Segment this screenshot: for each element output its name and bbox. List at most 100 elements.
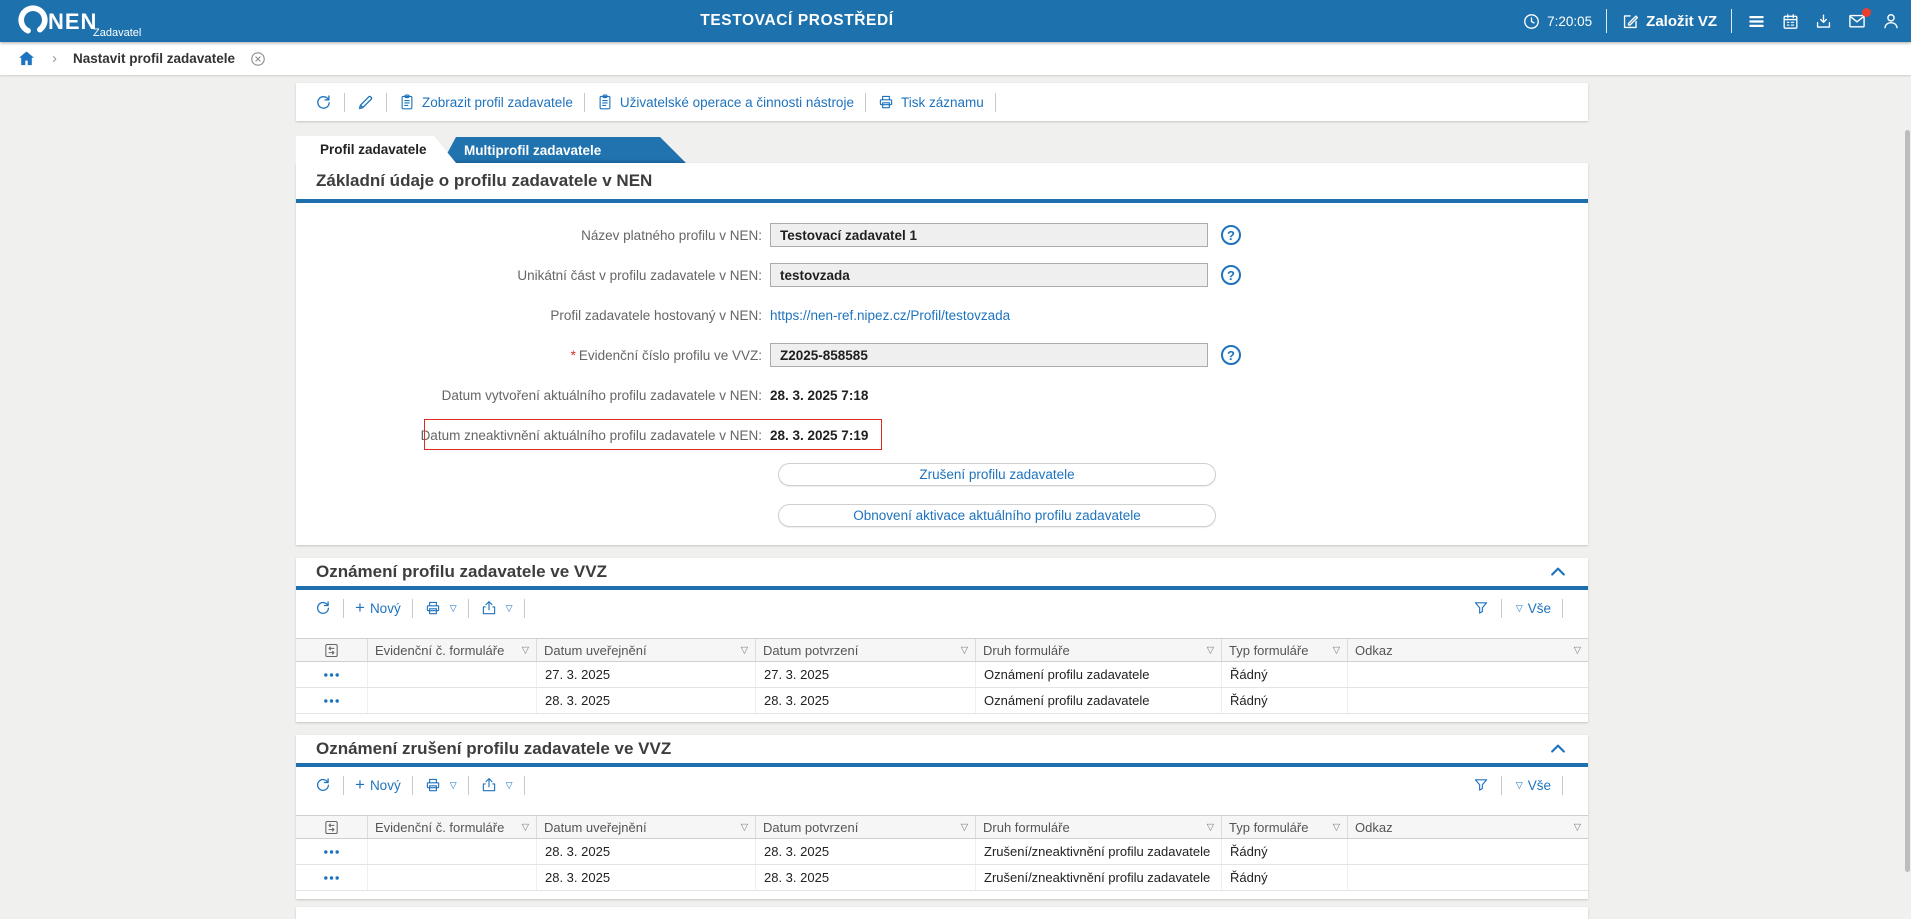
grid-print-button[interactable]: ▽ bbox=[424, 776, 457, 794]
column-header[interactable]: Odkaz ▽ bbox=[1355, 819, 1581, 835]
section-vvz-notices: Oznámení profilu zadavatele ve VVZ bbox=[296, 558, 1588, 722]
column-header[interactable]: Evidenční č. formuláře ▽ bbox=[368, 816, 537, 838]
messages-button[interactable] bbox=[1847, 8, 1871, 31]
dropdown-triangle-icon: ▽ bbox=[1515, 602, 1523, 613]
grid-refresh-button[interactable] bbox=[314, 599, 332, 617]
column-header[interactable]: Typ formuláře ▽ bbox=[1222, 639, 1348, 661]
grid-toolbar-left: + Nový ▽ ▽ bbox=[314, 775, 536, 795]
form-row-profile-name: Název platného profilu v NEN: Testovací … bbox=[296, 223, 1588, 247]
column-header[interactable]: Typ formuláře ▽ bbox=[1222, 816, 1348, 838]
divider bbox=[344, 92, 345, 112]
cell-evidence-number bbox=[368, 688, 537, 713]
column-settings-header[interactable] bbox=[296, 639, 368, 661]
mail-icon bbox=[1847, 8, 1871, 31]
form-section-header: Základní údaje o profilu zadavatele v NE… bbox=[296, 163, 1588, 203]
header-actions: 7:20:05 Založit VZ bbox=[1522, 0, 1901, 42]
column-settings-header[interactable] bbox=[296, 816, 368, 838]
filter-all-button[interactable]: ▽ Vše bbox=[1513, 778, 1551, 793]
divider bbox=[994, 92, 996, 112]
column-header[interactable]: Druh formuláře ▽ bbox=[976, 639, 1222, 661]
cell-evidence-number bbox=[368, 865, 537, 890]
help-icon[interactable]: ? bbox=[1221, 225, 1241, 245]
vvz-number-input[interactable]: Z2025-858585 bbox=[770, 343, 1208, 367]
clock-icon bbox=[1522, 12, 1541, 31]
edit-button[interactable] bbox=[356, 93, 375, 112]
cancel-profile-button[interactable]: Zrušení profilu zadavatele bbox=[778, 463, 1216, 486]
user-operations-link[interactable]: Uživatelské operace a činnosti nástroje bbox=[596, 93, 854, 111]
grid-refresh-button[interactable] bbox=[314, 776, 332, 794]
create-vz-button[interactable]: Založit VZ bbox=[1621, 12, 1717, 31]
reactivate-profile-button[interactable]: Obnovení aktivace aktuálního profilu zad… bbox=[778, 504, 1216, 527]
column-header[interactable]: Datum potvrzení ▽ bbox=[756, 639, 976, 661]
table-row[interactable]: 28. 3. 2025 28. 3. 2025 Zrušení/zneaktiv… bbox=[296, 839, 1588, 865]
help-icon[interactable]: ? bbox=[1221, 345, 1241, 365]
cell-form-type: Řádný bbox=[1222, 688, 1348, 713]
refresh-icon bbox=[314, 776, 332, 794]
print-record-link[interactable]: Tisk záznamu bbox=[877, 93, 984, 111]
user-button[interactable] bbox=[1881, 11, 1901, 31]
pencil-icon bbox=[356, 93, 375, 112]
vertical-scrollbar[interactable] bbox=[1905, 130, 1910, 872]
column-header[interactable]: Evidenční č. formuláře ▽ bbox=[368, 639, 537, 661]
session-clock: 7:20:05 bbox=[1522, 12, 1592, 31]
help-icon[interactable]: ? bbox=[1221, 265, 1241, 285]
close-tab-button[interactable] bbox=[249, 50, 267, 68]
grid-new-button[interactable]: + Nový bbox=[355, 598, 401, 618]
cell-publish-date: 28. 3. 2025 bbox=[537, 839, 756, 864]
grid-toolbar: + Nový ▽ ▽ bbox=[296, 767, 1588, 803]
profile-url-link[interactable]: https://nen-ref.nipez.cz/Profil/testovza… bbox=[770, 307, 1011, 323]
grid-section-header: Oznámení profilu zadavatele ve VVZ bbox=[296, 558, 1588, 590]
filter-button[interactable] bbox=[1472, 776, 1490, 794]
table-row[interactable]: 27. 3. 2025 27. 3. 2025 Oznámení profilu… bbox=[296, 662, 1588, 688]
row-actions-icon[interactable] bbox=[323, 874, 340, 882]
nen-logo[interactable]: NEN Zadavatel bbox=[16, 3, 141, 39]
calendar-button[interactable] bbox=[1781, 12, 1800, 31]
sort-triangle-icon: ▽ bbox=[740, 821, 748, 833]
table-row[interactable]: 28. 3. 2025 28. 3. 2025 Zrušení/zneaktiv… bbox=[296, 865, 1588, 891]
row-actions-icon[interactable] bbox=[323, 697, 340, 705]
column-header[interactable]: Datum potvrzení ▽ bbox=[756, 816, 976, 838]
dropdown-triangle-icon: ▽ bbox=[505, 779, 513, 790]
divider bbox=[583, 92, 585, 112]
grid-export-button[interactable]: ▽ bbox=[480, 599, 513, 617]
unique-part-input[interactable]: testovzada bbox=[770, 263, 1208, 287]
sort-triangle-icon: ▽ bbox=[740, 644, 748, 656]
show-profile-link[interactable]: Zobrazit profil zadavatele bbox=[398, 93, 573, 111]
table-header-row: Evidenční č. formuláře ▽ Datum uveřejnění… bbox=[296, 638, 1588, 662]
row-actions-icon[interactable] bbox=[323, 671, 340, 679]
tab-profil-zadavatele[interactable]: Profil zadavatele bbox=[296, 136, 456, 163]
required-asterisk: * bbox=[570, 347, 576, 363]
downloads-button[interactable] bbox=[1814, 12, 1833, 31]
collapse-section-button[interactable] bbox=[1548, 562, 1568, 582]
collapse-section-button[interactable] bbox=[1548, 739, 1568, 759]
nen-logo-icon bbox=[16, 3, 50, 37]
grid-new-button[interactable]: + Nový bbox=[355, 775, 401, 795]
cell-form-kind: Zrušení/zneaktivnění profilu zadavatele bbox=[976, 839, 1222, 864]
tab-label: Multiprofil zadavatele bbox=[464, 142, 602, 158]
home-button[interactable] bbox=[17, 49, 36, 68]
grid-print-button[interactable]: ▽ bbox=[424, 599, 457, 617]
close-circle-icon bbox=[249, 50, 267, 68]
table-row[interactable]: 28. 3. 2025 28. 3. 2025 Oznámení profilu… bbox=[296, 688, 1588, 714]
sort-triangle-icon: ▽ bbox=[960, 644, 968, 656]
created-date-value: 28. 3. 2025 7:18 bbox=[770, 387, 869, 403]
clock-time: 7:20:05 bbox=[1547, 13, 1593, 29]
tab-multiprofil-zadavatele[interactable]: Multiprofil zadavatele bbox=[442, 137, 686, 163]
grid-toolbar: + Nový ▽ ▽ bbox=[296, 590, 1588, 626]
refresh-button[interactable] bbox=[314, 93, 333, 112]
column-header[interactable]: Datum uveřejnění ▽ bbox=[537, 639, 756, 661]
column-header[interactable]: Odkaz ▽ bbox=[1355, 642, 1581, 658]
divider bbox=[1500, 775, 1502, 795]
column-header[interactable]: Datum uveřejnění ▽ bbox=[537, 816, 756, 838]
logo-title: NEN bbox=[48, 9, 98, 34]
profile-name-input[interactable]: Testovací zadavatel 1 bbox=[770, 223, 1208, 247]
menu-button[interactable] bbox=[1746, 11, 1767, 32]
field-label: Unikátní část v profilu zadavatele v NEN… bbox=[517, 267, 762, 283]
filter-all-button[interactable]: ▽ Vše bbox=[1513, 601, 1551, 616]
dropdown-triangle-icon: ▽ bbox=[449, 602, 457, 613]
row-actions-icon[interactable] bbox=[323, 848, 340, 856]
column-header[interactable]: Druh formuláře ▽ bbox=[976, 816, 1222, 838]
filter-button[interactable] bbox=[1472, 599, 1490, 617]
grid-export-button[interactable]: ▽ bbox=[480, 776, 513, 794]
